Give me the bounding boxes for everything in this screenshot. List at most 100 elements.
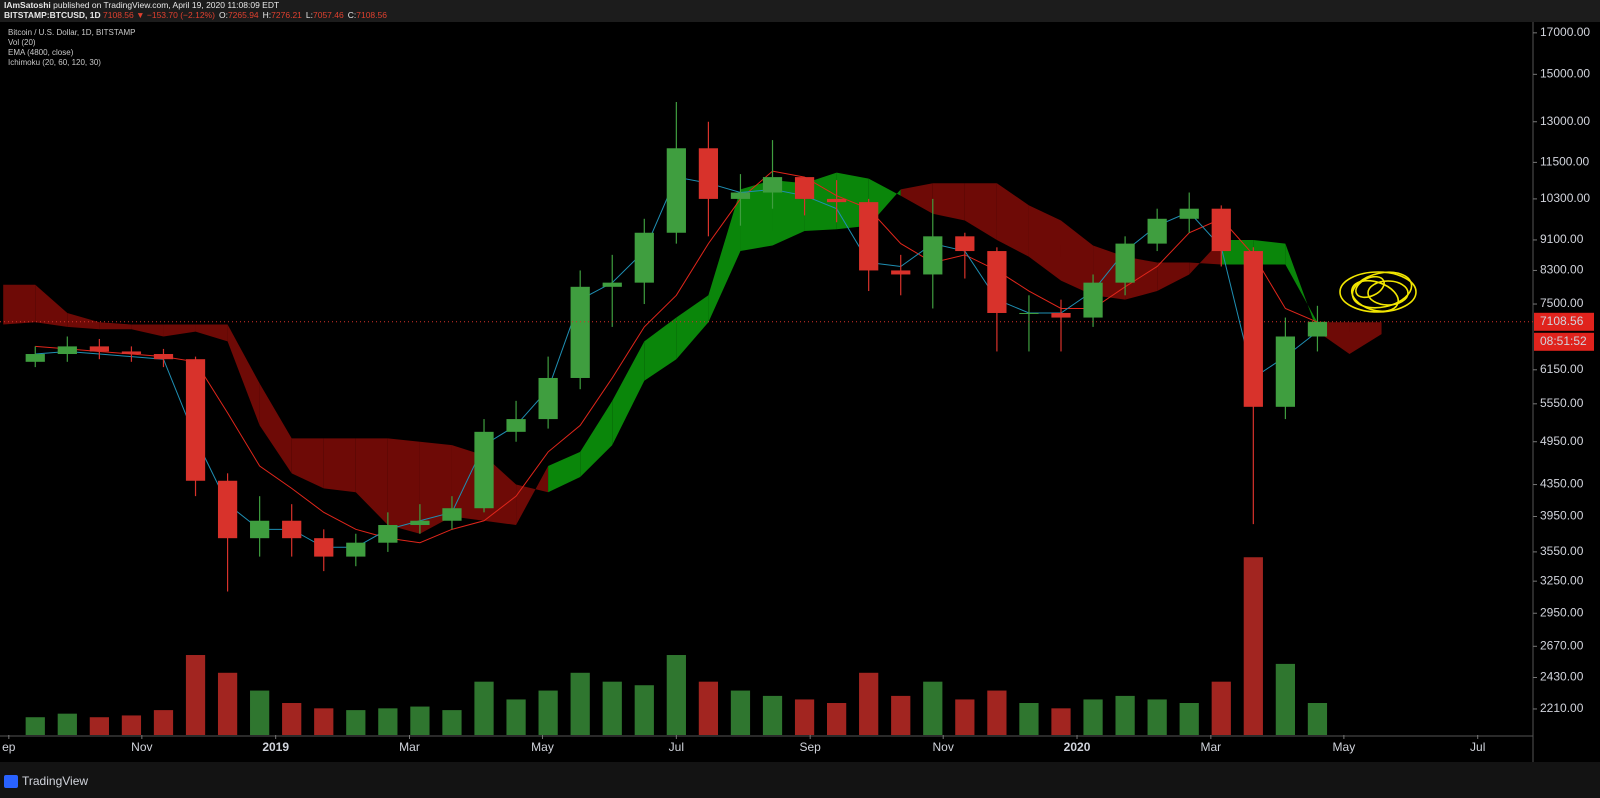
volume-bar [1307, 703, 1328, 735]
volume-bar [570, 672, 590, 735]
volume-bar [987, 690, 1007, 735]
ohlc-label: C: [348, 10, 357, 20]
chart-title: Bitcoin / U.S. Dollar, 1D, BITSTAMP [8, 28, 135, 37]
cloud-segment [1060, 220, 1094, 296]
scribble [1367, 280, 1409, 306]
price-tag-label: 7108.56 [1540, 314, 1584, 328]
candle-body [891, 270, 911, 275]
logo-icon [4, 775, 18, 788]
y-tick-label: 3950.00 [1540, 509, 1584, 523]
candle-body [1147, 218, 1167, 244]
cloud-segment [387, 438, 420, 534]
cloud-segment [1349, 322, 1382, 355]
y-tick-label: 8300.00 [1540, 263, 1584, 277]
volume-bar [1083, 699, 1103, 735]
candle-body [955, 236, 975, 252]
volume-bar [1147, 699, 1167, 735]
cloud-segment [516, 466, 549, 526]
cloud-segment [259, 383, 292, 474]
legend-entry: Vol (20) [8, 38, 36, 47]
candle-body [185, 359, 206, 481]
volume-bar [89, 717, 109, 735]
candle-body [570, 286, 590, 378]
legend-entry: Ichimoku (20, 60, 120, 30) [8, 58, 101, 67]
cloud-segment [35, 284, 68, 327]
volume-bar [923, 681, 943, 735]
author: IAmSatoshi [4, 0, 51, 10]
cloud-segment [227, 324, 260, 426]
footer-bar [0, 762, 1600, 798]
header-bar [0, 0, 1600, 22]
candle-body [730, 192, 751, 199]
candle-body [217, 480, 238, 539]
volume-bar [314, 708, 334, 735]
candle-body [1275, 336, 1295, 407]
y-tick-label: 6150.00 [1540, 362, 1584, 376]
y-tick-label: 3250.00 [1540, 573, 1584, 587]
volume-bar [666, 655, 686, 735]
x-tick-label: Mar [1201, 740, 1222, 754]
volume-bar [410, 706, 430, 735]
cloud-segment [964, 183, 997, 240]
cloud-segment [163, 324, 196, 337]
candle-body [1307, 321, 1328, 337]
y-tick-label: 7500.00 [1540, 296, 1584, 310]
x-tick-label: 2019 [262, 740, 289, 754]
volume-bar [730, 690, 751, 735]
x-tick-label: Mar [399, 740, 420, 754]
candle-body [923, 236, 943, 275]
volume-bar [1179, 703, 1199, 735]
x-tick-label: 2020 [1064, 740, 1091, 754]
header-line: IAmSatoshi published on TradingView.com,… [4, 0, 279, 10]
y-tick-label: 4350.00 [1540, 477, 1584, 491]
candle-body [987, 251, 1007, 313]
volume-bar [762, 695, 783, 735]
cloud-segment [1285, 243, 1318, 332]
candle-body [666, 148, 686, 233]
volume-bar [827, 703, 847, 735]
candle-body [153, 354, 174, 360]
candle-body [827, 198, 847, 203]
cloud-segment [932, 183, 965, 221]
countdown-tag [1534, 332, 1594, 351]
candle-body [506, 419, 526, 432]
volume-bar [1275, 663, 1295, 735]
ohlc-label: O: [219, 10, 228, 20]
ohlc-value: 7108.56 [356, 10, 387, 20]
candle-body [1083, 282, 1103, 318]
countdown-label: 08:51:52 [1540, 334, 1587, 348]
scribble [1339, 271, 1417, 313]
annotation-scribble [1339, 271, 1417, 313]
volume-bar [378, 708, 398, 735]
x-tick-label: Nov [933, 740, 954, 754]
candle-body [314, 538, 334, 557]
candle-body [1211, 208, 1231, 252]
cloud-segment [548, 451, 581, 493]
candle-body [282, 520, 302, 539]
candle-body [1019, 312, 1039, 314]
y-tick-label: 17000.00 [1540, 25, 1590, 39]
cloud-segment [323, 438, 356, 493]
ohlc-value: 7265.94 [228, 10, 259, 20]
ohlc-label: H: [263, 10, 272, 20]
volume-bar [1243, 557, 1263, 735]
cloud-segment [131, 324, 164, 337]
y-tick-label: 4950.00 [1540, 434, 1584, 448]
volume-bar [1211, 681, 1231, 735]
cloud-segment [900, 183, 933, 214]
cloud-segment [676, 295, 709, 360]
candle-body [794, 177, 815, 199]
cloud-segment [612, 341, 645, 446]
candle-body [1115, 243, 1135, 283]
volume-bar [891, 695, 911, 735]
y-tick-label: 2950.00 [1540, 605, 1584, 619]
volume-bar [346, 710, 366, 735]
volume-bar [1019, 703, 1039, 735]
volume-bar [506, 699, 526, 735]
y-tick-label: 10300.00 [1540, 191, 1590, 205]
volume-bar [955, 699, 975, 735]
candle-body [346, 542, 366, 557]
x-tick-label: Nov [131, 740, 152, 754]
